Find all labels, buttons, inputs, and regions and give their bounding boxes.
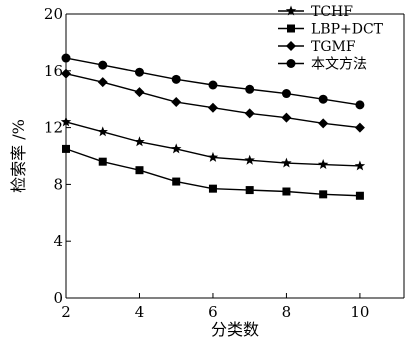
data-point-circle — [318, 94, 328, 104]
y-tick-label: 4 — [53, 232, 63, 250]
data-point-square — [62, 144, 70, 153]
legend-item: 本文方法 — [278, 57, 367, 73]
legend-label: 本文方法 — [311, 57, 367, 73]
y-axis-title: 检索率 /% — [9, 119, 28, 193]
data-point-diamond — [207, 102, 218, 113]
y-tick-label: 20 — [44, 5, 63, 23]
legend-label: TGMF — [311, 39, 356, 55]
data-point-circle — [98, 60, 108, 70]
data-point-star — [60, 116, 72, 127]
y-tick-label: 16 — [44, 62, 63, 80]
data-point-circle — [171, 74, 181, 84]
data-point-diamond — [318, 118, 329, 129]
data-point-square — [208, 184, 217, 193]
data-point-square — [282, 187, 291, 196]
data-point-star — [317, 159, 329, 169]
data-point-star — [97, 126, 108, 137]
x-tick-label: 6 — [208, 303, 218, 321]
data-point-diamond — [281, 112, 292, 123]
series-circle — [61, 53, 365, 110]
series-diamond — [61, 68, 365, 133]
data-point-diamond — [61, 68, 71, 79]
data-point-star — [244, 154, 255, 165]
legend-marker-star — [285, 5, 297, 16]
data-point-square — [245, 186, 254, 195]
data-point-circle — [61, 53, 71, 63]
legend-marker-diamond — [286, 41, 296, 51]
data-point-circle — [281, 89, 291, 99]
chart-series — [60, 53, 366, 200]
data-point-diamond — [134, 87, 145, 98]
series-star — [60, 116, 366, 171]
data-point-square — [172, 177, 181, 186]
data-point-star — [134, 136, 145, 147]
data-point-square — [98, 157, 107, 166]
legend-item: TCHF — [278, 4, 353, 20]
data-point-star — [207, 151, 219, 162]
data-point-diamond — [244, 108, 255, 119]
series-square — [62, 144, 364, 200]
x-axis-title: 分类数 — [211, 320, 259, 339]
data-point-circle — [208, 80, 218, 90]
chart-ticks: 2 4 6 8 10 0 4 8 12 16 20 — [44, 5, 370, 321]
y-tick-label: 8 — [53, 175, 63, 193]
data-point-square — [355, 191, 364, 200]
legend-marker-circle — [286, 59, 296, 68]
legend-marker-square — [287, 24, 295, 33]
data-point-star — [354, 160, 366, 171]
y-tick-label: 12 — [44, 119, 63, 137]
data-point-square — [319, 190, 328, 199]
x-tick-label: 4 — [135, 303, 145, 321]
x-tick-label: 8 — [282, 303, 292, 321]
legend-label: TCHF — [311, 4, 353, 20]
data-point-circle — [134, 67, 144, 77]
data-point-diamond — [97, 77, 108, 88]
y-tick-label: 0 — [53, 289, 63, 307]
data-point-diamond — [354, 122, 365, 133]
legend-item: TGMF — [278, 39, 356, 55]
data-point-diamond — [171, 97, 182, 108]
legend-item: LBP+DCT — [278, 22, 384, 38]
data-point-circle — [355, 100, 365, 110]
data-point-square — [135, 166, 144, 175]
data-point-circle — [245, 84, 255, 94]
legend-label: LBP+DCT — [311, 22, 384, 38]
x-tick-label: 2 — [61, 303, 71, 321]
data-point-star — [170, 143, 182, 154]
x-tick-label: 10 — [350, 303, 369, 321]
data-point-star — [281, 157, 292, 168]
